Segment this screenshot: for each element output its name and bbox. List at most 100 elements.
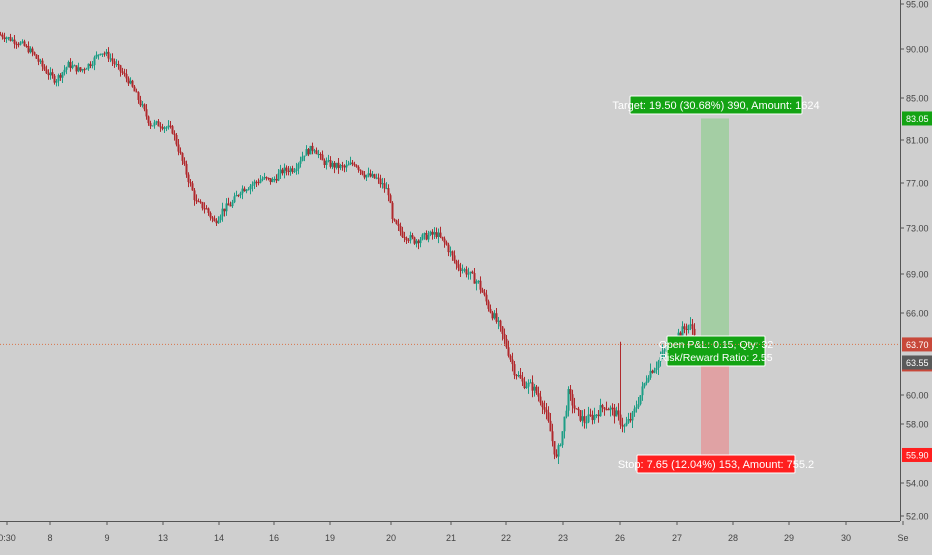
candle-body bbox=[549, 420, 552, 432]
x-tick-label: 0:30 bbox=[0, 533, 16, 543]
candle-body bbox=[477, 280, 480, 282]
candle-body bbox=[523, 381, 526, 389]
candle-body bbox=[479, 280, 482, 290]
candle-body bbox=[221, 208, 224, 217]
candle-body bbox=[471, 271, 474, 274]
candle-body bbox=[209, 212, 212, 218]
candle-body bbox=[205, 208, 208, 210]
candle-body bbox=[483, 292, 486, 295]
candle-body bbox=[425, 233, 428, 240]
candle-body bbox=[571, 394, 574, 406]
candle-body bbox=[193, 190, 196, 201]
candle-body bbox=[223, 208, 226, 212]
candle-body bbox=[249, 185, 252, 190]
candle-body bbox=[173, 133, 176, 135]
candle-body bbox=[307, 149, 310, 155]
x-tick-label: 9 bbox=[104, 533, 109, 543]
candle-body bbox=[643, 383, 646, 387]
candle-body bbox=[75, 65, 78, 72]
candle-body bbox=[535, 386, 538, 394]
x-tick-label: 8 bbox=[47, 533, 52, 543]
candle-body bbox=[315, 150, 318, 155]
candle-body bbox=[121, 71, 124, 73]
candle-body bbox=[311, 145, 314, 151]
candle-body bbox=[273, 178, 276, 180]
candle-body bbox=[531, 382, 534, 391]
candle-body bbox=[387, 188, 390, 196]
candle-body bbox=[561, 431, 564, 446]
candle-body bbox=[381, 183, 384, 185]
candle-body bbox=[555, 454, 558, 457]
candle-body bbox=[45, 69, 48, 74]
candle-body bbox=[225, 203, 228, 212]
candle-body bbox=[341, 165, 344, 167]
candle-body bbox=[303, 155, 306, 157]
candle-body bbox=[435, 232, 438, 237]
candle-body bbox=[659, 357, 662, 362]
candle-body bbox=[19, 42, 22, 45]
candle-body bbox=[633, 408, 636, 413]
candle-body bbox=[47, 73, 50, 76]
candle-body bbox=[447, 244, 450, 253]
candle-body bbox=[489, 308, 492, 313]
candle-body bbox=[233, 196, 236, 203]
candle-body bbox=[625, 422, 628, 426]
candle-body bbox=[585, 422, 588, 424]
candle-body bbox=[13, 39, 16, 44]
target-label[interactable]: Target: 19.50 (30.68%) 390, Amount: 1624 bbox=[612, 95, 820, 115]
candle-body bbox=[265, 177, 268, 179]
candle-body bbox=[279, 169, 282, 174]
candle-body bbox=[683, 326, 686, 329]
candle-body bbox=[111, 58, 114, 62]
candle-body bbox=[325, 160, 328, 166]
candle-body bbox=[565, 410, 568, 417]
candle-body bbox=[155, 121, 158, 123]
candle-body bbox=[491, 312, 494, 319]
candle-body bbox=[405, 237, 408, 241]
candle-body bbox=[29, 48, 32, 53]
candle-body bbox=[557, 445, 560, 457]
candle-body bbox=[469, 271, 472, 274]
position-tool[interactable]: Target: 19.50 (30.68%) 390, Amount: 1624… bbox=[612, 95, 820, 474]
stop-label[interactable]: Stop: 7.65 (12.04%) 153, Amount: 755.2 bbox=[618, 454, 814, 474]
candle-body bbox=[99, 53, 102, 55]
candle-body bbox=[53, 75, 56, 83]
candle-body bbox=[299, 160, 302, 164]
y-tick-label: 54.00 bbox=[906, 479, 929, 489]
candle-body bbox=[457, 264, 460, 268]
candle-body bbox=[327, 160, 330, 162]
candle-body bbox=[293, 171, 296, 173]
candle-body bbox=[93, 57, 96, 66]
candle-body bbox=[609, 407, 612, 411]
candle-body bbox=[367, 173, 370, 176]
candle-body bbox=[87, 63, 90, 69]
candle-body bbox=[395, 220, 398, 224]
candle-body bbox=[407, 240, 410, 242]
candle-body bbox=[333, 162, 336, 168]
candle-body bbox=[689, 324, 692, 326]
candle-body bbox=[357, 166, 360, 170]
candle-body bbox=[545, 409, 548, 413]
candle-body bbox=[485, 294, 488, 302]
x-tick-label: 27 bbox=[672, 533, 682, 543]
candle-body bbox=[499, 320, 502, 327]
candle-body bbox=[423, 233, 426, 235]
candle-body bbox=[125, 73, 128, 79]
candle-body bbox=[453, 255, 456, 261]
candle-body bbox=[137, 92, 140, 101]
candle-body bbox=[613, 407, 616, 417]
candle-body bbox=[203, 208, 206, 210]
candle-body bbox=[179, 151, 182, 154]
candle-body bbox=[397, 223, 400, 226]
candle-body bbox=[517, 375, 520, 377]
candle-body bbox=[597, 414, 600, 417]
candle-body bbox=[295, 168, 298, 172]
last-price-badge-box bbox=[902, 337, 932, 352]
entry-price-badge-text: 63.55 bbox=[906, 358, 929, 368]
candle-body bbox=[61, 72, 64, 78]
candle-body bbox=[663, 349, 666, 352]
y-tick-label: 73.00 bbox=[906, 224, 929, 234]
rr-text: Risk/Reward Ratio: 2.55 bbox=[659, 352, 772, 364]
candle-body bbox=[131, 80, 134, 87]
